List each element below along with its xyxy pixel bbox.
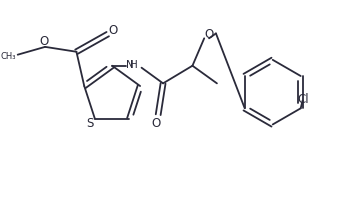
Text: O: O (108, 24, 117, 37)
Text: S: S (86, 117, 94, 130)
Text: Cl: Cl (298, 93, 310, 105)
Text: O: O (40, 35, 49, 48)
Text: H: H (130, 59, 138, 69)
Text: CH₃: CH₃ (0, 52, 16, 61)
Text: O: O (152, 116, 161, 129)
Text: N: N (126, 59, 134, 69)
Text: O: O (204, 28, 214, 41)
